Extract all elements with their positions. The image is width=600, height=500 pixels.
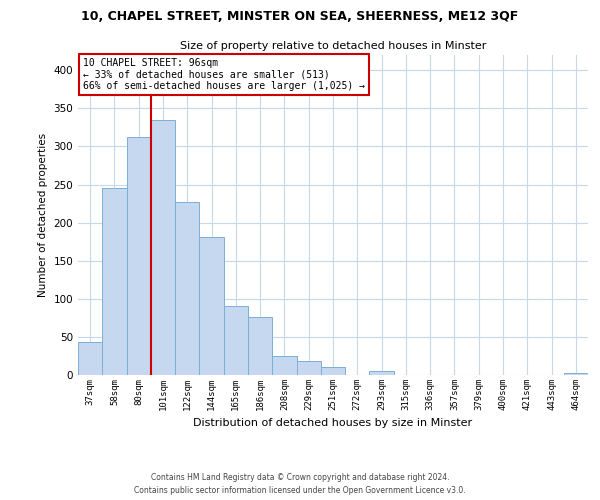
Text: 10, CHAPEL STREET, MINSTER ON SEA, SHEERNESS, ME12 3QF: 10, CHAPEL STREET, MINSTER ON SEA, SHEER…	[82, 10, 518, 23]
Bar	[370, 371, 394, 375]
Text: Contains HM Land Registry data © Crown copyright and database right 2024.
Contai: Contains HM Land Registry data © Crown c…	[134, 474, 466, 495]
Bar	[78, 342, 102, 375]
Bar	[272, 356, 296, 375]
X-axis label: Distribution of detached houses by size in Minster: Distribution of detached houses by size …	[193, 418, 473, 428]
Bar	[224, 306, 248, 375]
Bar	[321, 368, 345, 375]
Y-axis label: Number of detached properties: Number of detached properties	[38, 133, 48, 297]
Title: Size of property relative to detached houses in Minster: Size of property relative to detached ho…	[180, 42, 486, 51]
Bar	[175, 202, 199, 375]
Text: 10 CHAPEL STREET: 96sqm
← 33% of detached houses are smaller (513)
66% of semi-d: 10 CHAPEL STREET: 96sqm ← 33% of detache…	[83, 58, 365, 92]
Bar	[127, 138, 151, 375]
Bar	[102, 188, 127, 375]
Bar	[564, 374, 588, 375]
Bar	[248, 317, 272, 375]
Bar	[151, 120, 175, 375]
Bar	[199, 237, 224, 375]
Bar	[296, 362, 321, 375]
